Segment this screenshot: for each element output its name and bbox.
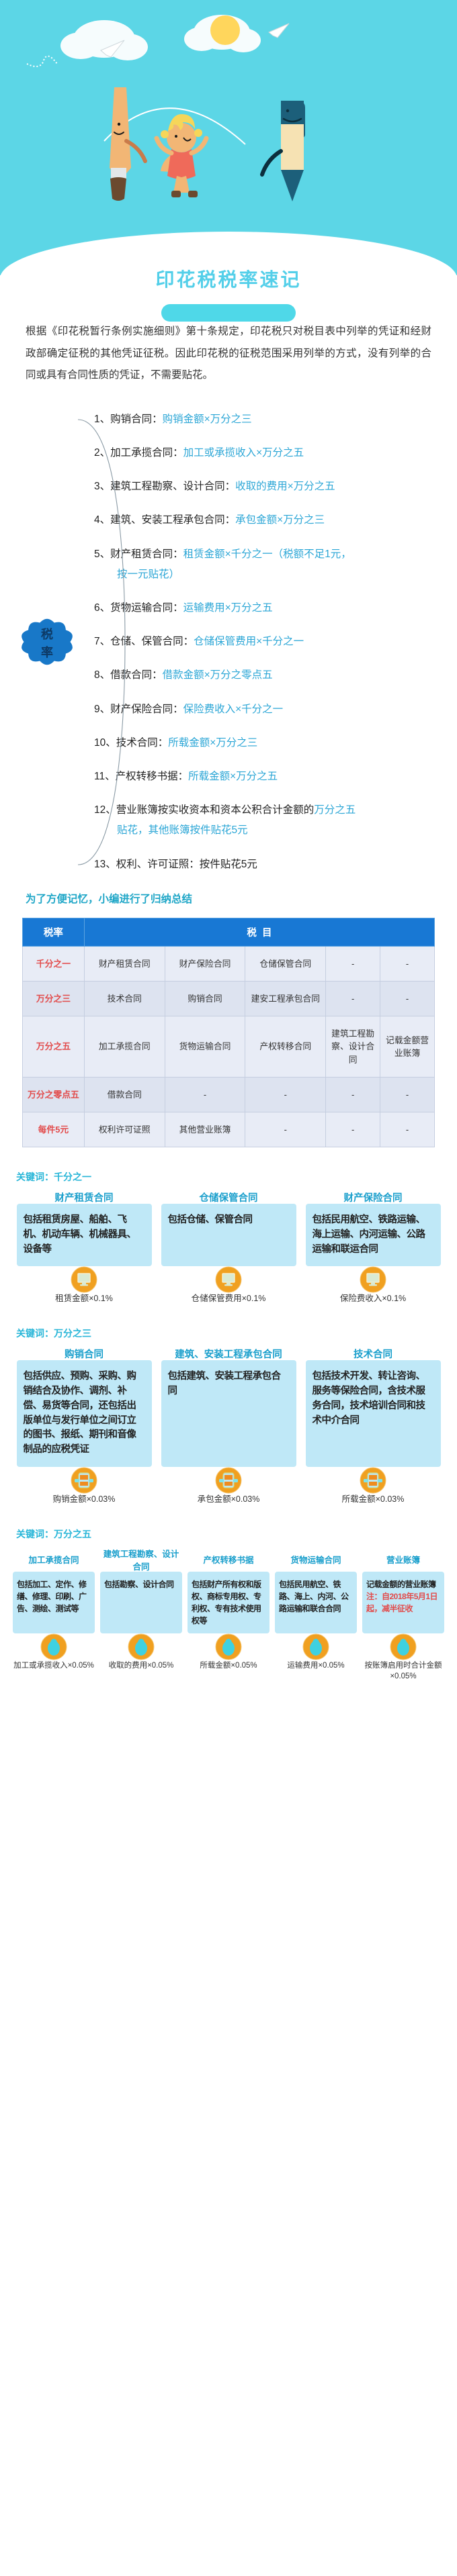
svg-text:率: 率 xyxy=(41,645,53,659)
svg-text:税: 税 xyxy=(41,627,53,641)
